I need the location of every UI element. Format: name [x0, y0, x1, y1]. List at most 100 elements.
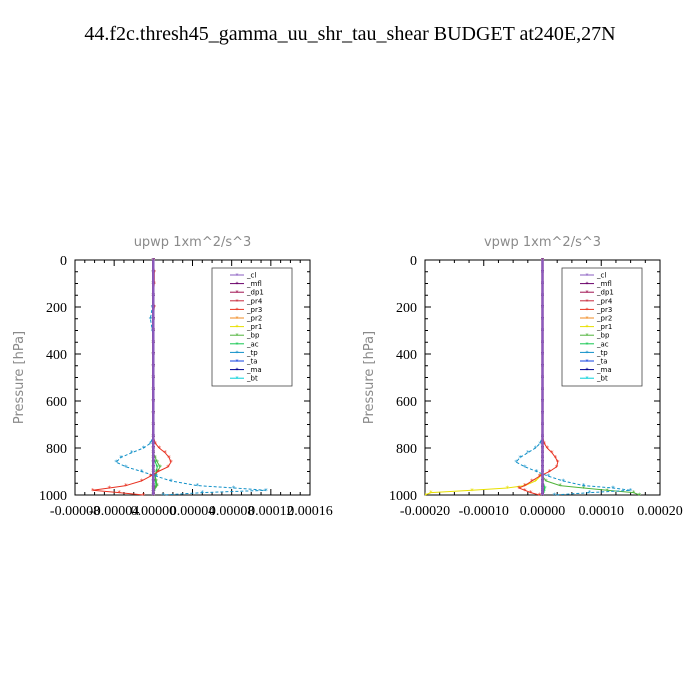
data-point-cl: *	[541, 477, 545, 485]
legend-marker-mfl: *	[586, 281, 589, 288]
legend-marker-pr3: *	[236, 307, 239, 314]
data-point-cl: *	[541, 257, 545, 265]
data-point-bp: *	[158, 463, 162, 471]
y-axis-label: Pressure [hPa]	[362, 331, 377, 424]
data-point-ac: *	[543, 487, 547, 495]
data-point-pr3: *	[556, 459, 560, 467]
data-point-cl: *	[541, 459, 545, 467]
data-point-cl: *	[152, 477, 156, 485]
data-point-tp: *	[155, 473, 159, 481]
data-point-cl: *	[152, 440, 156, 448]
data-point-pr3: *	[153, 280, 157, 288]
data-point-cl: *	[541, 468, 545, 476]
legend-marker-ma: *	[236, 367, 239, 374]
data-point-cl: *	[152, 351, 156, 359]
data-point-pr3: *	[153, 268, 157, 276]
figure-title: 44.f2c.thresh45_gamma_uu_shr_tau_shear B…	[84, 23, 615, 45]
data-point-bp: *	[582, 484, 586, 492]
legend-marker-bt: *	[586, 376, 589, 383]
x-tick-label: -0.00010	[459, 504, 509, 519]
legend-label-mfl: _mfl	[596, 280, 612, 288]
data-point-cl: *	[152, 473, 156, 481]
series-line-pr3	[517, 260, 559, 496]
panel-title: vpwp 1xm^2/s^3	[484, 235, 601, 250]
data-point-tp: *	[582, 482, 586, 490]
data-point-bp: *	[154, 454, 158, 462]
legend-label-pr4: _pr4	[246, 297, 263, 305]
data-point-pr3: *	[167, 454, 171, 462]
x-tick-label: 0.00016	[287, 504, 333, 519]
data-point-cl: *	[541, 421, 545, 429]
legend-marker-pr4: *	[236, 298, 239, 305]
data-point-tp: *	[114, 459, 118, 467]
data-point-tp: *	[161, 492, 165, 500]
data-point-cl: *	[541, 487, 545, 495]
data-point-cl: *	[152, 362, 156, 370]
legend-label-ta: _ta	[596, 358, 608, 366]
x-tick-label: -0.00020	[400, 504, 450, 519]
data-point-pr1: *	[423, 492, 427, 500]
data-point-cl: *	[541, 440, 545, 448]
data-point-cl: *	[541, 473, 545, 481]
x-tick-label: 0.00012	[248, 504, 294, 519]
data-point-pr3: *	[517, 484, 521, 492]
y-tick-label: 200	[396, 301, 417, 316]
data-point-cl: *	[152, 386, 156, 394]
data-point-pr3: *	[163, 449, 167, 457]
data-point-tp: *	[561, 477, 565, 485]
data-point-bp: *	[605, 487, 609, 495]
y-tick-label: 0	[60, 254, 67, 269]
data-point-cl: *	[152, 433, 156, 441]
data-point-tp: *	[611, 484, 615, 492]
data-point-pr3: *	[538, 473, 542, 481]
x-tick-label: 0.00000	[131, 504, 177, 519]
data-point-cl: *	[541, 449, 545, 457]
x-tick-label: 0.00000	[520, 504, 566, 519]
data-point-cl: *	[152, 449, 156, 457]
data-point-cl: *	[152, 459, 156, 467]
data-point-bp: *	[154, 484, 158, 492]
data-point-cl: *	[541, 454, 545, 462]
legend-marker-mfl: *	[236, 281, 239, 288]
data-point-tp: *	[149, 440, 153, 448]
data-point-tp: *	[119, 454, 123, 462]
data-point-cl: *	[152, 468, 156, 476]
legend-marker-ac: *	[586, 341, 589, 348]
legend-label-ta: _ta	[246, 358, 258, 366]
data-point-pr3: *	[166, 463, 170, 471]
series-group: ****************************************…	[423, 257, 642, 500]
data-point-tp: *	[140, 468, 144, 476]
legend-marker-pr1: *	[586, 324, 589, 331]
data-point-bp: *	[632, 489, 636, 497]
data-point-bp: *	[154, 473, 158, 481]
data-point-pr3: *	[149, 473, 153, 481]
data-point-pr3: *	[142, 492, 146, 500]
data-point-cl: *	[541, 445, 545, 453]
data-point-cl: *	[541, 463, 545, 471]
series-line-pr1	[425, 260, 543, 496]
data-point-cl: *	[152, 463, 156, 471]
x-tick-label: 0.00004	[170, 504, 216, 519]
data-point-tp: *	[130, 449, 134, 457]
data-point-tp: *	[196, 482, 200, 490]
data-point-cl: *	[152, 454, 156, 462]
data-point-cl: *	[152, 339, 156, 347]
data-point-cl: *	[152, 257, 156, 265]
data-point-pr3: *	[156, 468, 160, 476]
data-point-tp: *	[526, 449, 530, 457]
data-point-pr1: *	[523, 482, 527, 490]
data-point-cl: *	[152, 487, 156, 495]
legend-label-pr2: _pr2	[246, 315, 262, 323]
data-point-pr3: *	[91, 487, 95, 495]
data-point-bp: *	[155, 477, 159, 485]
data-point-tp: *	[518, 454, 522, 462]
y-tick-label: 600	[396, 395, 417, 410]
data-point-cl: *	[152, 445, 156, 453]
y-tick-label: 200	[46, 301, 67, 316]
data-point-pr3: *	[157, 445, 161, 453]
data-point-cl: *	[152, 421, 156, 429]
data-point-tp: *	[169, 477, 173, 485]
data-point-cl: *	[541, 315, 545, 323]
data-point-bp: *	[638, 492, 642, 500]
legend-label-tp: _tp	[246, 349, 258, 357]
